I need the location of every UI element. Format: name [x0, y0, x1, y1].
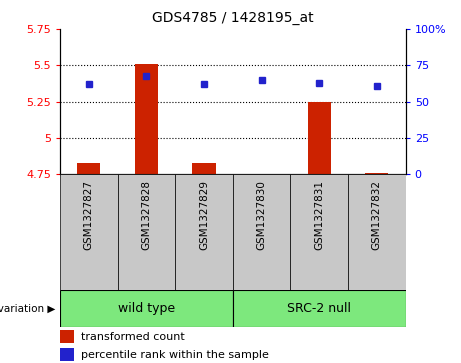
Bar	[60, 330, 74, 343]
Bar	[233, 290, 406, 327]
Text: genotype/variation ▶: genotype/variation ▶	[0, 303, 55, 314]
Bar	[135, 64, 158, 174]
Bar	[77, 163, 100, 174]
Bar	[308, 102, 331, 174]
Title: GDS4785 / 1428195_at: GDS4785 / 1428195_at	[152, 11, 313, 25]
Text: GSM1327827: GSM1327827	[84, 180, 94, 250]
Text: transformed count: transformed count	[81, 332, 184, 342]
Text: GSM1327828: GSM1327828	[142, 180, 151, 250]
Bar	[290, 174, 348, 290]
Bar	[118, 174, 175, 290]
Bar	[175, 174, 233, 290]
Text: SRC-2 null: SRC-2 null	[287, 302, 351, 315]
Bar	[193, 163, 216, 174]
Text: percentile rank within the sample: percentile rank within the sample	[81, 350, 269, 360]
Text: GSM1327830: GSM1327830	[257, 180, 266, 250]
Text: GSM1327831: GSM1327831	[314, 180, 324, 250]
Bar	[60, 290, 233, 327]
Bar	[233, 174, 290, 290]
Bar	[365, 173, 388, 174]
Text: GSM1327832: GSM1327832	[372, 180, 382, 250]
Bar	[348, 174, 406, 290]
Bar	[60, 348, 74, 361]
Text: wild type: wild type	[118, 302, 175, 315]
Bar	[60, 174, 118, 290]
Text: GSM1327829: GSM1327829	[199, 180, 209, 250]
